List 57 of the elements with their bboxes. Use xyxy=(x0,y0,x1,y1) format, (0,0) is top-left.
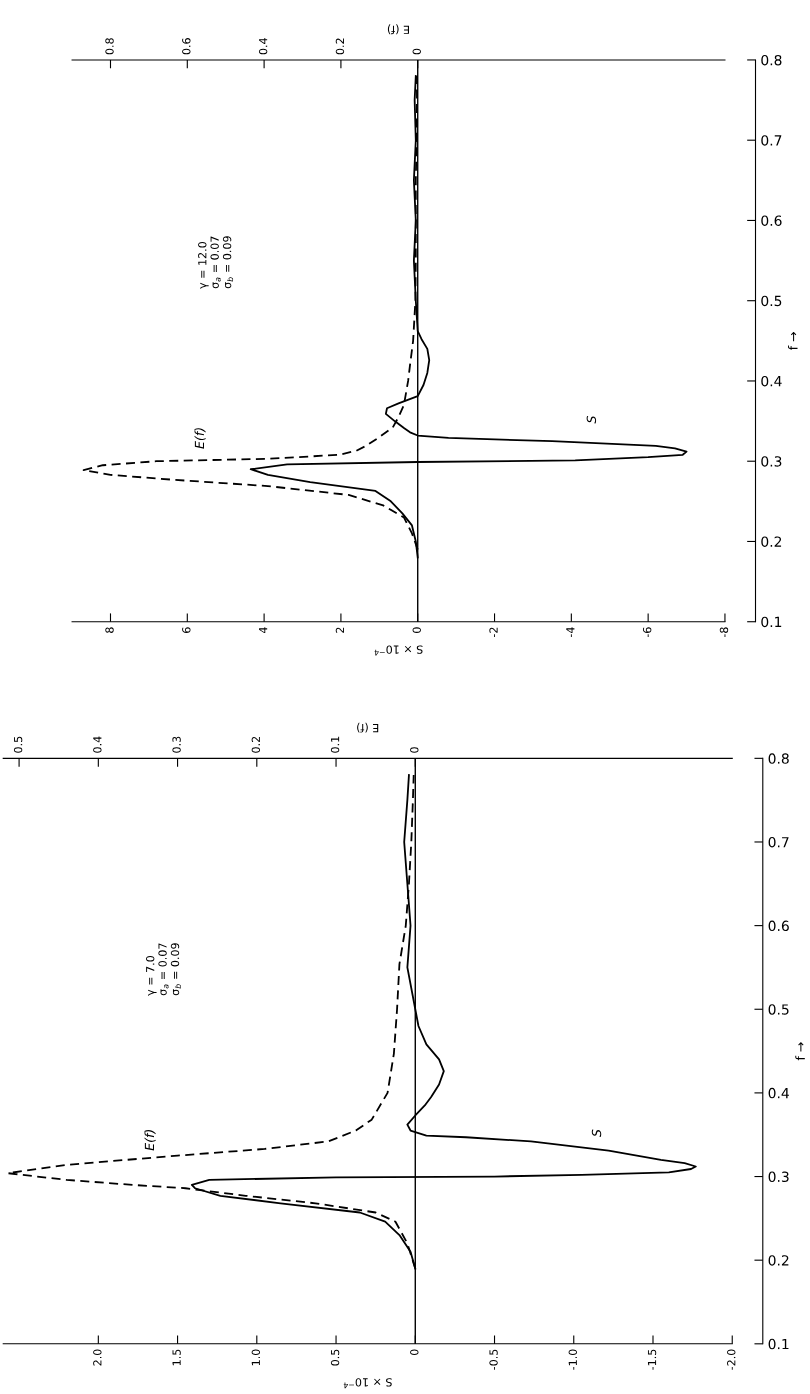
y-tick-label: 0.1 xyxy=(761,616,782,628)
x-tick-label: -8 xyxy=(719,627,729,638)
x2-axis-title: E (f) xyxy=(357,722,379,733)
y-tick-label: 0.4 xyxy=(761,375,782,387)
x-tick-label: 2.0 xyxy=(93,1349,102,1366)
x-tick-label: -4 xyxy=(566,627,575,638)
x2-tick-label: 0.8 xyxy=(105,38,114,55)
x-tick-label: 8 xyxy=(105,627,114,633)
x-axis-title: S × 10$^{−4}$ xyxy=(343,1378,392,1389)
x2-tick-label: 0.1 xyxy=(330,736,340,753)
y-tick-label: 0.6 xyxy=(761,215,782,226)
x2-axis-title: E (f) xyxy=(387,24,409,35)
annotation: γ = 12.0 σ$_{a}$ = 0.07 σ$_{b}$ = 0.09 xyxy=(198,236,234,289)
x-tick-label: -2.0 xyxy=(727,1349,736,1370)
x2-tick-label: 0 xyxy=(412,48,421,55)
x-tick-label: -2 xyxy=(489,627,498,638)
y-tick-label: 0.6 xyxy=(768,920,789,932)
text: E(f) xyxy=(144,1129,156,1151)
y-axis-title: f → xyxy=(788,332,798,350)
y-tick-label: 0.2 xyxy=(768,1255,789,1266)
x-tick-label: -0.5 xyxy=(489,1349,498,1370)
x-tick-label: -6 xyxy=(642,627,652,638)
x2-tick-label: 0.2 xyxy=(335,38,345,55)
text: E(f) xyxy=(194,428,206,449)
x-tick-label: 1.5 xyxy=(172,1349,181,1366)
x-tick-label: 6 xyxy=(182,627,191,633)
x2-tick-label: 0.3 xyxy=(172,736,181,753)
y-tick-label: 0.8 xyxy=(761,54,782,66)
annotation: γ = 7.0 σ$_{a}$ = 0.07 σ$_{b}$ = 0.09 xyxy=(146,943,181,996)
x2-tick-label: 0.5 xyxy=(13,736,23,753)
y-tick-label: 0.8 xyxy=(768,753,789,764)
x2-tick-label: 0.4 xyxy=(93,736,102,753)
y-tick-label: 0.1 xyxy=(768,1338,789,1350)
x-tick-label: 0 xyxy=(412,627,421,633)
x2-tick-label: 0.4 xyxy=(258,38,268,55)
text: S xyxy=(586,415,597,424)
x-tick-label: -1.5 xyxy=(647,1349,657,1370)
x-tick-label: 0 xyxy=(410,1349,419,1356)
x-tick-label: 1.0 xyxy=(251,1349,261,1366)
y-tick-label: 0.2 xyxy=(761,536,782,547)
y-axis-title: f → xyxy=(795,1042,805,1061)
x-tick-label: 2 xyxy=(335,627,344,633)
x2-tick-label: 0 xyxy=(410,747,419,753)
x2-tick-label: 0.6 xyxy=(182,38,191,55)
y-tick-label: 0.7 xyxy=(761,135,782,146)
text: S xyxy=(591,1129,602,1137)
y-tick-label: 0.5 xyxy=(768,1004,789,1015)
x2-tick-label: 0.2 xyxy=(251,736,261,753)
x-axis-title: S × 10$^{−4}$ xyxy=(374,645,423,656)
x-tick-label: 0.5 xyxy=(330,1349,340,1366)
y-tick-label: 0.7 xyxy=(768,836,789,848)
y-tick-label: 0.5 xyxy=(761,295,782,307)
y-tick-label: 0.3 xyxy=(761,456,782,467)
y-tick-label: 0.3 xyxy=(768,1171,789,1183)
y-tick-label: 0.4 xyxy=(768,1087,789,1099)
x-tick-label: 4 xyxy=(259,627,268,634)
x-tick-label: -1.0 xyxy=(568,1349,577,1370)
